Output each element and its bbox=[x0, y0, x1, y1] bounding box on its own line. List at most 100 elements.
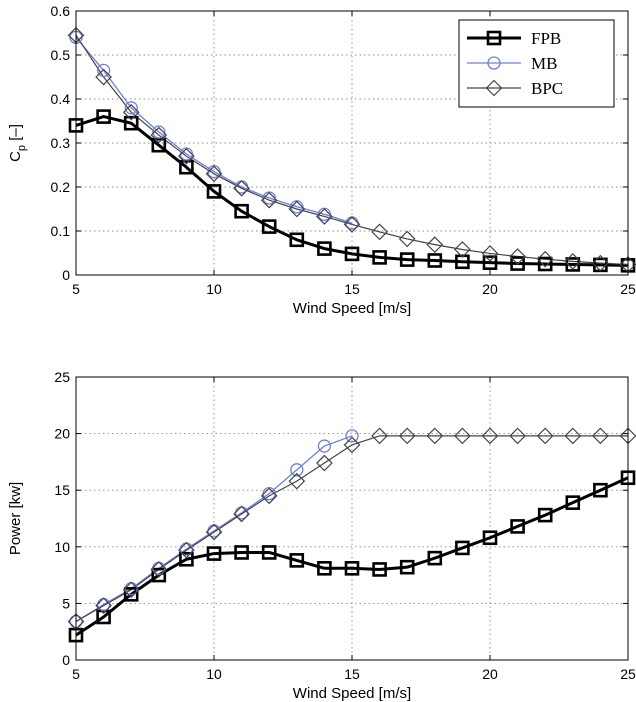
data-point-bpc bbox=[454, 427, 471, 445]
data-point-bpc bbox=[564, 427, 582, 445]
y-tick-label: 25 bbox=[54, 369, 70, 385]
data-point-bpc bbox=[178, 541, 195, 559]
data-point-mb bbox=[345, 429, 359, 443]
y-tick-label: 0.4 bbox=[51, 91, 71, 107]
y-tick-label: 20 bbox=[54, 426, 70, 442]
x-tick-label: 10 bbox=[206, 281, 222, 297]
data-point-bpc bbox=[316, 454, 333, 472]
legend-label-mb: MB bbox=[531, 54, 557, 73]
data-point-bpc bbox=[426, 427, 444, 445]
series-line-fpb bbox=[75, 476, 629, 637]
x-tick-label: 25 bbox=[620, 666, 636, 682]
legend: FPB MB BPC bbox=[458, 19, 615, 108]
data-point-fpb bbox=[234, 203, 249, 219]
data-point-fpb bbox=[234, 545, 249, 560]
data-point-bpc bbox=[564, 253, 582, 270]
legend-box bbox=[458, 19, 615, 108]
data-point-fpb bbox=[179, 159, 194, 175]
data-point-fpb bbox=[399, 559, 415, 575]
data-point-bpc bbox=[122, 581, 140, 599]
data-point-fpb bbox=[455, 540, 470, 556]
series-line-mb bbox=[75, 36, 353, 224]
y-tick-label: 0 bbox=[62, 652, 70, 668]
data-point-bpc bbox=[371, 223, 388, 241]
x-axis-label: Wind Speed [m/s] bbox=[293, 685, 411, 702]
data-point-bpc bbox=[536, 427, 554, 445]
x-tick-label: 15 bbox=[344, 666, 360, 682]
x-tick-label: 5 bbox=[72, 666, 80, 682]
data-point-fpb bbox=[399, 252, 415, 267]
x-tick-label: 25 bbox=[620, 281, 636, 297]
data-point-fpb bbox=[510, 519, 525, 534]
data-point-fpb bbox=[151, 567, 167, 583]
data-point-bpc bbox=[95, 68, 112, 86]
data-point-fpb bbox=[427, 253, 443, 268]
x-tick-label: 15 bbox=[344, 281, 360, 297]
y-tick-label: 5 bbox=[62, 595, 70, 611]
data-point-fpb bbox=[317, 241, 332, 256]
data-point-bpc bbox=[95, 597, 112, 615]
data-point-fpb bbox=[482, 255, 498, 270]
data-point-fpb bbox=[261, 545, 277, 560]
data-point-mb bbox=[152, 125, 166, 139]
series-line-bpc bbox=[75, 435, 628, 623]
data-point-bpc bbox=[454, 241, 471, 258]
data-point-bpc bbox=[592, 254, 609, 272]
data-point-bpc bbox=[150, 561, 168, 578]
legend-label-bpc: BPC bbox=[531, 79, 563, 98]
data-point-fpb bbox=[344, 246, 360, 262]
y-tick-label: 0.6 bbox=[51, 3, 71, 19]
y-tick-label: 0.1 bbox=[51, 223, 71, 239]
data-point-bpc bbox=[260, 487, 278, 505]
data-point-fpb bbox=[289, 553, 305, 568]
data-point-fpb bbox=[344, 561, 360, 576]
data-point-fpb bbox=[565, 495, 581, 510]
x-tick-label: 10 bbox=[206, 666, 222, 682]
data-point-bpc bbox=[536, 250, 554, 268]
data-point-bpc bbox=[178, 147, 195, 165]
data-point-fpb bbox=[179, 551, 194, 567]
legend-marker-bpc bbox=[485, 79, 503, 97]
series-line-bpc bbox=[75, 34, 629, 266]
data-point-bpc bbox=[398, 230, 416, 248]
data-point-bpc bbox=[426, 236, 444, 253]
y-tick-label: 0.5 bbox=[51, 47, 71, 63]
legend-label-fpb: FPB bbox=[531, 29, 561, 48]
y-tick-label: 15 bbox=[54, 482, 70, 498]
data-point-fpb bbox=[317, 561, 332, 576]
data-point-bpc bbox=[343, 216, 361, 233]
data-point-mb bbox=[317, 439, 332, 453]
data-point-fpb bbox=[289, 232, 305, 248]
data-point-bpc bbox=[233, 179, 250, 197]
data-point-fpb bbox=[593, 482, 608, 498]
data-point-bpc bbox=[288, 200, 306, 218]
data-point-fpb bbox=[565, 257, 581, 272]
y-tick-label: 0.3 bbox=[51, 135, 71, 151]
cp-chart: 5 10 15 20 25 0 0.1 0.2 0.3 0.4 0.5 0.6 Wind Speed [… bbox=[7, 3, 636, 317]
data-point-bpc bbox=[398, 427, 416, 445]
data-point-bpc bbox=[233, 505, 250, 523]
data-point-fpb bbox=[455, 254, 470, 270]
x-tick-label: 20 bbox=[482, 666, 498, 682]
legend-marker-mb bbox=[487, 56, 501, 70]
data-point-bpc bbox=[509, 427, 526, 445]
data-point-fpb bbox=[151, 137, 167, 153]
y-tick-label: 0.2 bbox=[51, 179, 71, 195]
data-point-bpc bbox=[481, 427, 499, 445]
data-point-bpc bbox=[481, 245, 499, 262]
data-point-mb bbox=[96, 63, 111, 78]
data-point-bpc bbox=[288, 472, 306, 490]
y-axis-label: Power [kw] bbox=[7, 482, 24, 555]
data-point-bpc bbox=[260, 191, 278, 209]
data-point-fpb bbox=[510, 256, 525, 271]
data-point-bpc bbox=[592, 427, 609, 445]
x-axis-label: Wind Speed [m/s] bbox=[293, 300, 411, 317]
y-tick-label: 0 bbox=[62, 267, 70, 283]
data-point-bpc bbox=[509, 248, 526, 265]
data-point-fpb bbox=[261, 219, 277, 234]
x-tick-label: 5 bbox=[72, 281, 80, 297]
data-point-mb bbox=[124, 101, 138, 115]
data-point-mb bbox=[290, 463, 304, 477]
